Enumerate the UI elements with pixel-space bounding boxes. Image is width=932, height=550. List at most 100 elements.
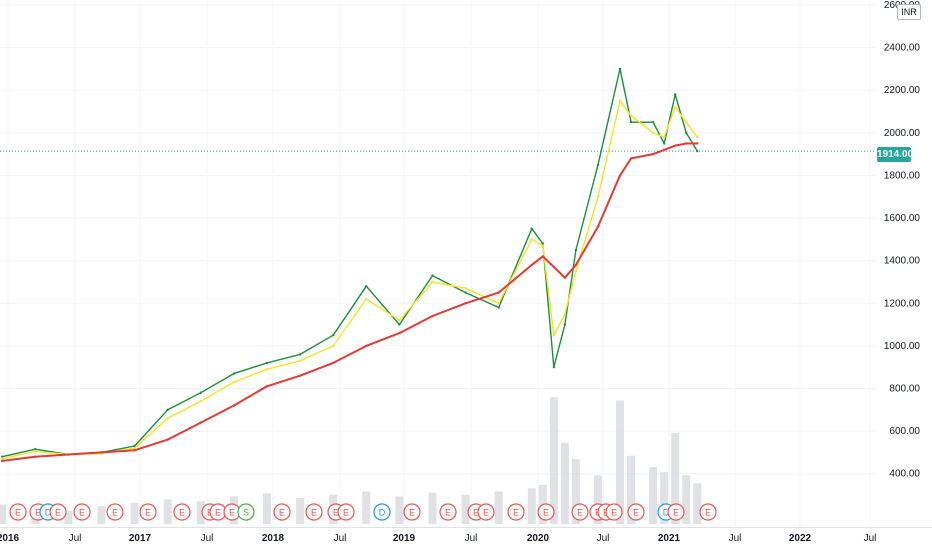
event-marker[interactable]: E <box>439 503 457 521</box>
series-point <box>552 334 556 337</box>
series-point <box>618 174 622 177</box>
svg-text:E: E <box>55 508 61 518</box>
y-tick-label: 2000.00 <box>884 128 921 139</box>
y-tick-label: 2400.00 <box>884 43 921 54</box>
svg-text:E: E <box>673 508 679 518</box>
event-marker[interactable]: E <box>49 503 67 521</box>
svg-text:D: D <box>45 508 52 518</box>
y-tick-label: 2200.00 <box>884 85 921 96</box>
series-point <box>596 225 600 228</box>
event-marker[interactable]: E <box>173 503 191 521</box>
series-point <box>651 120 655 124</box>
volume-bar <box>97 506 106 524</box>
event-marker[interactable]: E <box>477 503 495 521</box>
series-point <box>1 457 4 460</box>
currency-label[interactable]: INR <box>897 4 921 20</box>
event-marker[interactable]: E <box>73 503 91 521</box>
volume-bar <box>494 491 503 524</box>
x-tick-label: 2020 <box>527 533 550 544</box>
svg-text:E: E <box>577 508 583 518</box>
series-point <box>651 131 655 135</box>
volume-bar <box>682 475 691 524</box>
series-point <box>34 447 37 451</box>
svg-text:E: E <box>611 508 617 518</box>
series-point <box>464 291 467 294</box>
volume-bar <box>296 498 305 524</box>
series-point <box>100 451 103 454</box>
event-marker[interactable]: E <box>223 503 241 521</box>
series-point <box>398 323 401 326</box>
svg-text:E: E <box>445 508 451 518</box>
volume-bar <box>196 501 205 524</box>
svg-text:E: E <box>279 508 285 518</box>
volume-bar <box>163 499 172 524</box>
event-marker[interactable]: E <box>305 503 323 521</box>
series-point <box>530 227 533 230</box>
series-point <box>696 142 699 145</box>
series-point <box>298 374 302 377</box>
x-tick-label: Jul <box>201 533 214 544</box>
series-point <box>464 287 467 290</box>
svg-text:E: E <box>409 508 415 518</box>
event-marker[interactable]: E <box>605 503 623 521</box>
volume-bar <box>560 442 569 524</box>
volume-bar <box>527 488 536 524</box>
series-point <box>685 131 688 135</box>
svg-text:D: D <box>663 508 670 518</box>
series-point <box>232 404 236 407</box>
event-marker[interactable]: E <box>337 503 355 521</box>
event-marker[interactable]: D <box>373 503 391 521</box>
series-point <box>596 195 600 198</box>
series-point <box>696 135 699 139</box>
series-point <box>166 408 169 411</box>
series-point <box>662 142 666 145</box>
x-tick-label: Jul <box>334 533 347 544</box>
event-marker[interactable]: E <box>699 503 717 521</box>
event-marker[interactable]: E <box>507 503 525 521</box>
volume-bar <box>649 467 658 524</box>
event-marker[interactable]: E <box>667 503 685 521</box>
event-marker[interactable]: E <box>537 503 555 521</box>
series-point <box>541 244 545 247</box>
series-point <box>232 372 236 375</box>
x-tick-label: Jul <box>69 533 82 544</box>
series-point <box>552 265 556 269</box>
volume-bar <box>549 397 558 524</box>
event-marker[interactable]: E <box>273 503 291 521</box>
event-marker[interactable]: S <box>237 503 255 521</box>
series-point <box>431 314 434 318</box>
series-point <box>618 67 622 71</box>
volume-bar <box>130 502 139 524</box>
series-point <box>497 306 500 309</box>
svg-text:E: E <box>311 508 317 518</box>
event-marker[interactable]: E <box>571 503 589 521</box>
series-point <box>331 361 335 365</box>
x-tick-label: Jul <box>597 533 610 544</box>
event-marker[interactable]: E <box>627 503 645 521</box>
volume-bar <box>693 483 702 524</box>
event-marker[interactable]: E <box>403 503 421 521</box>
series-point <box>563 312 567 316</box>
svg-text:E: E <box>35 508 41 518</box>
series-point <box>398 319 401 322</box>
series-point <box>574 248 578 252</box>
x-tick-label: Jul <box>864 533 877 544</box>
volume-bar <box>362 491 371 524</box>
y-tick-label: 1800.00 <box>884 170 921 181</box>
series-point <box>199 391 202 394</box>
event-marker[interactable]: E <box>106 503 124 521</box>
series-point <box>133 444 136 448</box>
y-tick-label: 800.00 <box>889 383 920 394</box>
series-point <box>674 144 677 147</box>
x-tick-label: 2017 <box>129 533 152 544</box>
svg-text:D: D <box>379 508 386 518</box>
volume-bar <box>395 496 404 524</box>
series-point <box>662 135 666 139</box>
series-point <box>629 120 633 124</box>
event-marker[interactable]: E <box>139 503 157 521</box>
svg-text:E: E <box>483 508 489 518</box>
event-marker[interactable]: E <box>9 503 27 521</box>
series-point <box>563 276 567 279</box>
volume-bar <box>428 493 437 524</box>
